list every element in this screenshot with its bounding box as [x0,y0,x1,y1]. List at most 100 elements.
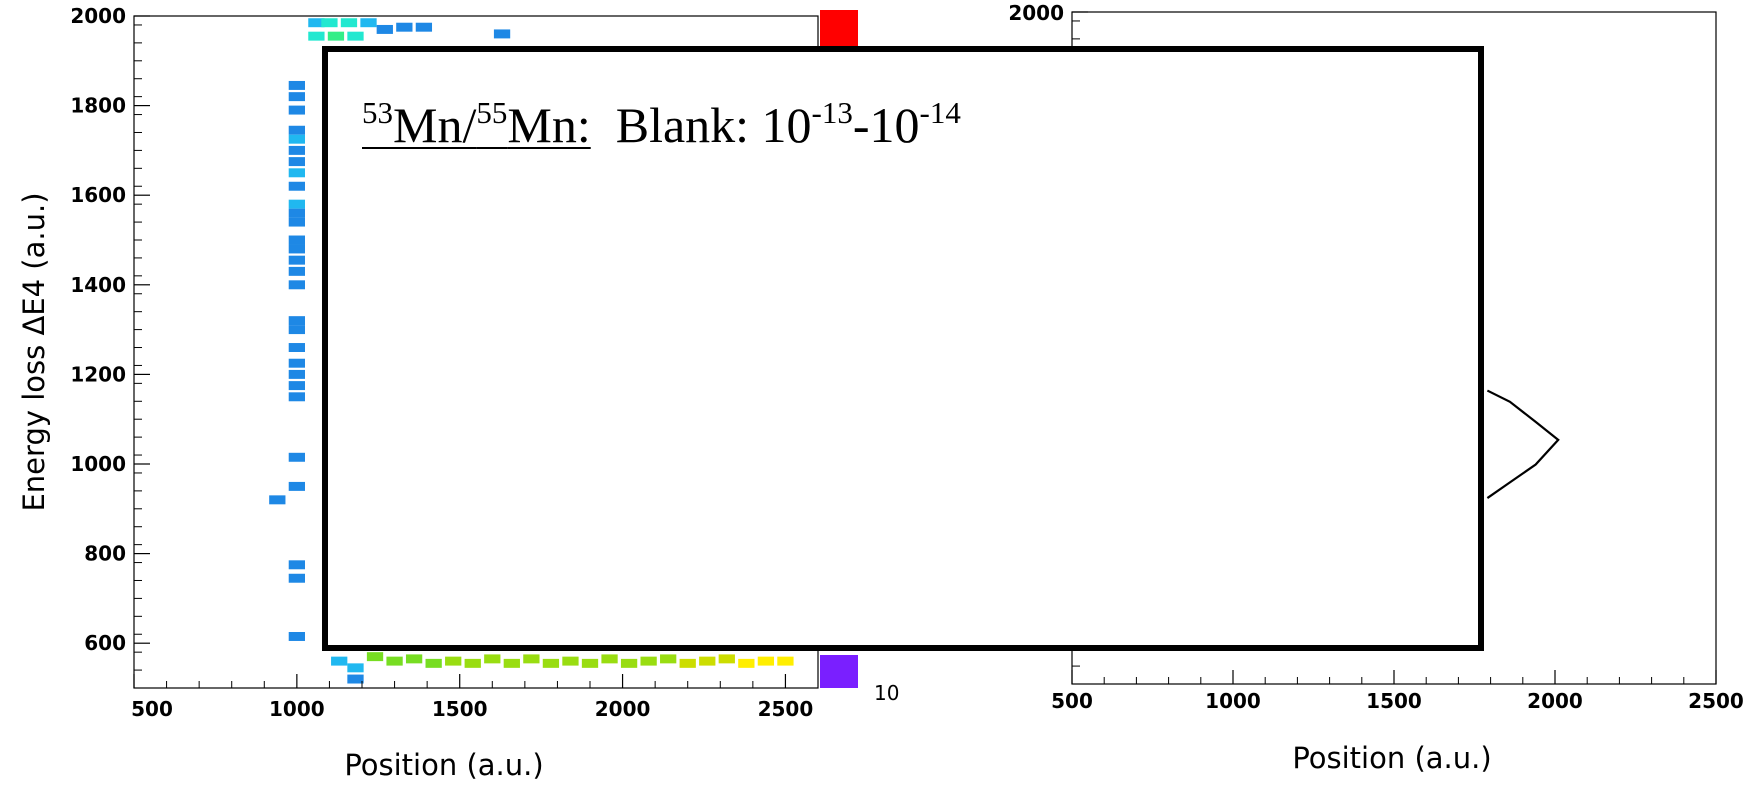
data-cell [288,632,305,641]
x-tick-label: 2000 [595,697,651,721]
data-cell [738,658,755,668]
data-cell [269,495,286,505]
annotation-text: 53Mn/55Mn: Blank: 10-13-10-14 [362,97,961,153]
x-tick-label: 2500 [1688,689,1744,713]
data-cell [523,654,540,664]
data-cell [327,31,345,41]
data-cell [288,316,305,326]
data-cell [288,560,305,570]
data-cell [288,125,305,135]
annotation-box: 53Mn/55Mn: Blank: 10-13-10-14 [322,46,1484,651]
data-cell [288,255,305,265]
element-mn-1: Mn/ [393,97,477,153]
blank-label: Blank: 10 [615,97,812,153]
data-cell [340,18,358,28]
data-cell [562,656,579,666]
data-cell [288,266,305,276]
colorbar-tick-label: 10 [874,681,899,705]
x-tick-label: 1000 [1205,689,1261,713]
data-cell [288,573,305,583]
data-cell [288,168,305,178]
data-cell [288,381,305,391]
data-cell [493,29,511,39]
data-cell [777,656,794,666]
data-cell [288,134,305,144]
data-cell [288,145,305,155]
y-tick-label: 1000 [70,452,126,476]
dash-ten: -10 [852,97,920,153]
x-tick-label: 500 [131,697,173,721]
data-cell [288,244,305,254]
data-cell [347,674,364,684]
data-cell [360,18,377,28]
data-cell [542,658,560,668]
y-axis-label: Energy loss ΔE4 (a.u.) [17,192,51,511]
data-cell [386,656,403,666]
data-cell [601,654,618,664]
isotope-ratio: 53Mn/55Mn: [362,97,591,153]
contour-line [1486,389,1560,499]
data-cell [331,656,348,666]
data-cell [321,18,338,28]
data-cell [425,658,442,668]
data-cell [660,654,677,664]
data-cell [288,452,305,462]
mass-55: 55 [476,95,508,130]
data-cell [288,325,305,335]
data-cell [445,656,462,666]
y-tick-label: 2000 [70,4,126,28]
data-cell [288,392,305,402]
data-cell [484,654,501,664]
data-cell [718,654,735,664]
data-cell [464,658,481,668]
data-cell [757,656,775,666]
y-tick-label: 800 [84,542,126,566]
y-tick-label: 1800 [70,94,126,118]
exponent-13: -13 [811,95,853,130]
x-axis-label: Position (a.u.) [344,748,543,782]
data-cell [288,280,305,290]
x-tick-label: 2000 [1527,689,1583,713]
y-tick-label: 1400 [70,273,126,297]
data-cell [347,31,364,41]
data-cell [288,92,305,102]
x-tick-label: 2500 [758,697,814,721]
data-cell [581,658,599,668]
data-cell [699,656,716,666]
data-cell [679,658,696,668]
data-cell [288,157,305,167]
data-cell [288,343,305,352]
exponent-14: -14 [919,95,961,130]
data-cell [640,656,657,666]
data-cell [347,663,364,673]
y-tick-label: 600 [84,631,126,655]
data-cell [288,217,305,227]
data-cell [396,22,413,32]
mass-53: 53 [362,95,393,130]
y-tick-label: 1600 [70,183,126,207]
data-cell [503,658,520,668]
data-cell [288,369,305,379]
data-cell [288,181,305,191]
y-tick-label: 2000 [1008,1,1064,25]
data-cell [376,24,393,34]
data-cell [288,80,305,90]
data-cell [288,481,305,491]
data-cell [405,654,423,664]
data-cell [288,199,305,209]
colorbar-max [820,10,858,50]
data-cell [415,22,433,32]
data-cell [288,208,305,218]
x-tick-label: 1500 [1366,689,1422,713]
x-axis-label: Position (a.u.) [1292,741,1491,775]
y-tick-label: 1200 [70,362,126,386]
data-cell [308,18,325,28]
data-cell [308,31,325,41]
x-tick-label: 1500 [432,697,488,721]
element-mn-2: Mn: [507,97,591,153]
x-tick-label: 1000 [269,697,325,721]
data-cell [288,235,305,245]
data-cell [288,105,305,115]
data-cell [366,652,384,662]
data-cell [620,658,638,668]
